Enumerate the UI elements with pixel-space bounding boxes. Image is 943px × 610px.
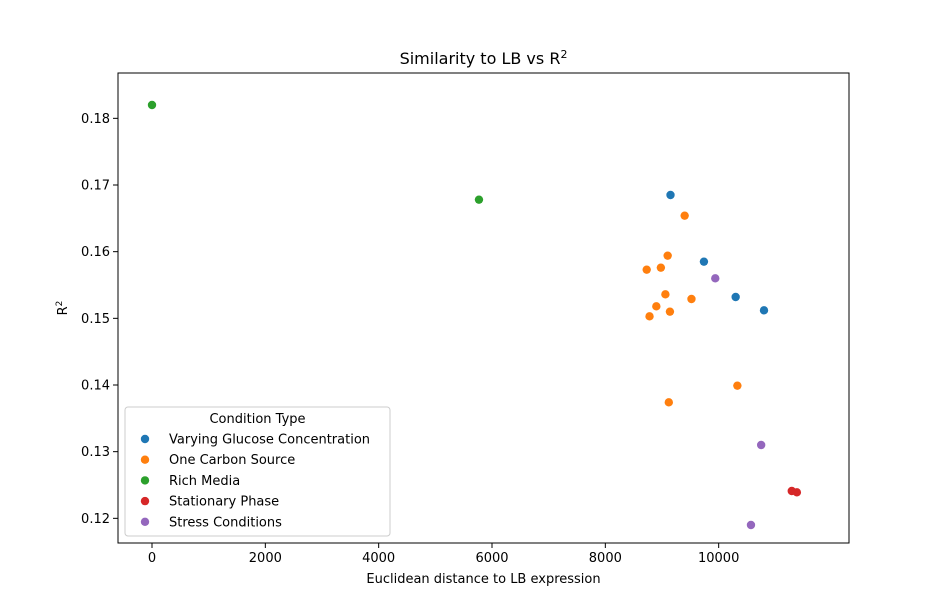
chart-title: Similarity to LB vs R2 xyxy=(400,48,568,69)
data-point xyxy=(746,520,756,530)
data-point xyxy=(759,306,769,315)
data-point xyxy=(731,292,740,302)
legend-marker xyxy=(140,496,150,506)
data-point xyxy=(733,381,742,390)
data-point xyxy=(687,294,696,304)
data-points xyxy=(147,100,802,530)
x-axis: 0 2000 4000 6000 8000 10000 xyxy=(148,543,739,566)
plot-frame xyxy=(117,72,850,544)
data-point xyxy=(756,440,766,450)
legend-label: Stationary Phase xyxy=(169,495,279,510)
data-point xyxy=(147,100,157,110)
x-tick-label: 4000 xyxy=(362,551,395,566)
legend: Condition Type Varying Glucose Concentra… xyxy=(124,406,391,537)
data-point xyxy=(699,257,709,266)
data-point xyxy=(661,290,670,299)
legend-label: Stress Conditions xyxy=(169,515,282,530)
legend-marker xyxy=(140,517,150,526)
data-point xyxy=(656,263,666,272)
legend-label: Varying Glucose Concentration xyxy=(169,433,370,448)
data-point xyxy=(474,195,484,204)
data-point xyxy=(663,251,672,260)
data-point xyxy=(645,312,654,321)
legend-marker xyxy=(140,476,150,485)
legend-box xyxy=(124,406,391,537)
data-point xyxy=(652,302,661,311)
data-point xyxy=(664,398,673,407)
x-tick-label: 0 xyxy=(148,551,156,566)
x-tick-label: 8000 xyxy=(589,551,622,566)
x-tick-label: 6000 xyxy=(475,551,508,566)
legend-title: Condition Type xyxy=(209,412,305,427)
y-axis: 0.12 0.13 0.14 0.15 0.16 0.17 0.18 xyxy=(81,112,118,527)
y-tick-label: 0.12 xyxy=(81,512,110,527)
data-point xyxy=(792,488,802,497)
y-axis-label: R2 xyxy=(55,301,71,316)
x-tick-label: 2000 xyxy=(249,551,282,566)
x-axis-label: Euclidean distance to LB expression xyxy=(366,572,600,587)
data-point xyxy=(711,274,720,283)
y-tick-label: 0.13 xyxy=(81,445,110,460)
data-point xyxy=(666,190,675,200)
legend-marker xyxy=(140,455,150,464)
y-tick-label: 0.18 xyxy=(81,112,110,127)
legend-marker xyxy=(140,434,150,444)
legend-label: Rich Media xyxy=(169,474,240,489)
data-point xyxy=(665,307,675,316)
data-point xyxy=(642,265,651,274)
y-tick-label: 0.17 xyxy=(81,179,110,194)
legend-label: One Carbon Source xyxy=(169,453,295,468)
y-tick-label: 0.14 xyxy=(81,379,110,394)
x-tick-label: 10000 xyxy=(698,551,739,566)
data-point xyxy=(680,211,689,220)
y-tick-label: 0.15 xyxy=(81,312,110,327)
y-tick-label: 0.16 xyxy=(81,245,110,260)
